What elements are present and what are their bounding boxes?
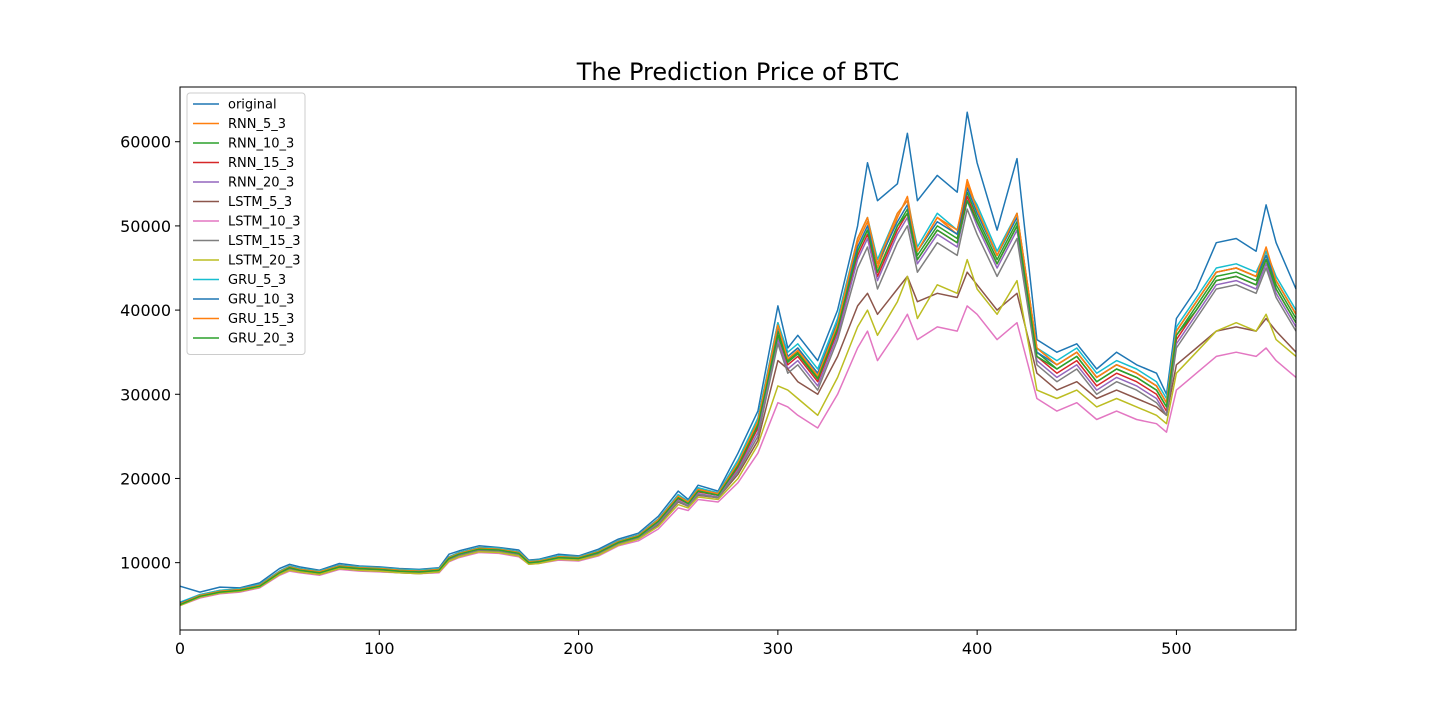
legend-label: original — [228, 98, 277, 113]
legend-label: GRU_10_3 — [228, 293, 294, 308]
y-tick-label: 60000 — [120, 133, 171, 152]
series-line-rnn-20-3 — [179, 199, 1297, 606]
x-tick-label: 100 — [364, 639, 395, 658]
legend-box — [186, 92, 306, 355]
series-line-original — [179, 111, 1297, 593]
x-tick-label: 200 — [563, 639, 594, 658]
legend-label: RNN_15_3 — [228, 156, 294, 171]
legend-label: LSTM_5_3 — [228, 195, 292, 210]
legend-label: RNN_10_3 — [228, 137, 294, 152]
legend: original RNN_5_3 RNN_10_3 RNN_15_3 RNN_20_3 L… — [186, 92, 306, 355]
legend-label: RNN_20_3 — [228, 176, 294, 191]
x-tick-label: 0 — [175, 639, 185, 658]
plot-frame — [179, 86, 1297, 631]
y-tick-label: 20000 — [120, 469, 171, 488]
series-line-gru-20-3 — [179, 199, 1297, 606]
series-line-lstm-20-3 — [179, 258, 1297, 607]
series-line-gru-15-3 — [179, 183, 1297, 605]
series-line-rnn-5-3 — [179, 178, 1297, 604]
legend-label: LSTM_10_3 — [228, 215, 300, 230]
legend-label: GRU_20_3 — [228, 332, 294, 347]
legend-label: GRU_15_3 — [228, 312, 294, 327]
y-tick-label: 30000 — [120, 385, 171, 404]
legend-label: LSTM_15_3 — [228, 234, 300, 249]
chart-title: The Prediction Price of BTC — [576, 58, 900, 86]
y-tick-label: 40000 — [120, 301, 171, 320]
legend-label: GRU_5_3 — [228, 273, 286, 288]
x-tick-label: 500 — [1161, 639, 1192, 658]
series-line-lstm-15-3 — [179, 208, 1297, 606]
series-line-lstm-10-3 — [179, 305, 1297, 607]
series-line-lstm-5-3 — [179, 271, 1297, 605]
y-tick-label: 10000 — [120, 554, 171, 573]
series-line-rnn-15-3 — [179, 195, 1297, 606]
legend-label: LSTM_20_3 — [228, 254, 300, 269]
x-tick-label: 400 — [962, 639, 993, 658]
plot-lines — [179, 111, 1297, 607]
y-tick-label: 50000 — [120, 217, 171, 236]
x-tick-label: 300 — [763, 639, 794, 658]
series-line-rnn-10-3 — [179, 191, 1297, 605]
x-axis: 0 100 200 300 400 500 — [175, 630, 1192, 658]
y-axis: 10000 20000 30000 40000 50000 60000 — [120, 133, 180, 573]
legend-label: RNN_5_3 — [228, 117, 286, 132]
